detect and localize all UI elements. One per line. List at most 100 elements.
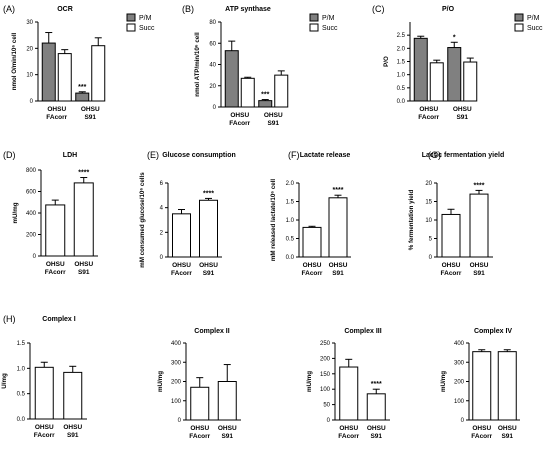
bar xyxy=(57,53,72,102)
y-tick-label: 0 xyxy=(429,255,433,261)
bar xyxy=(45,204,66,257)
y-tick-label: 15 xyxy=(425,200,432,206)
bar xyxy=(447,47,462,102)
legend-swatch xyxy=(514,23,524,32)
legend-swatch xyxy=(309,23,319,32)
bar xyxy=(75,92,90,102)
y-axis-label: mM consumed glucose/10⁶ cells xyxy=(139,172,146,268)
bar xyxy=(190,386,210,421)
category-label-line1: OHSU xyxy=(329,262,348,269)
category-label-line1: OHSU xyxy=(81,106,100,113)
bar xyxy=(472,351,492,421)
y-tick-label: 300 xyxy=(454,360,465,366)
category-label-line1: OHSU xyxy=(35,424,54,431)
category-label-line1: OHSU xyxy=(199,262,218,269)
chart-panel-7: (G)Lactic fermentation yield 0 5 10 15 20 % fe… xyxy=(408,150,504,277)
y-tick-label: 0.0 xyxy=(397,99,406,105)
y-tick-label: 0 xyxy=(461,418,465,424)
y-tick-label: 150 xyxy=(320,372,331,378)
category-label-line2: FAcorr xyxy=(34,432,55,439)
category-label-line1: OHSU xyxy=(264,112,283,119)
y-tick-label: 10 xyxy=(425,218,432,224)
chart-title: Lactate release xyxy=(300,152,351,159)
chart-title: Complex III xyxy=(344,328,381,335)
bar xyxy=(224,50,239,108)
chart-panel-6: (F) Lactate release 0.0 0.5 1.0 1.5 2.0 mM rele… xyxy=(270,150,351,277)
y-tick-label: 400 xyxy=(454,341,465,347)
category-label-line2: S91 xyxy=(501,433,513,440)
bar xyxy=(258,100,273,108)
category-label-line1: OHSU xyxy=(498,425,517,432)
category-label-line1: OHSU xyxy=(190,425,209,432)
panel-label: (A) xyxy=(3,4,15,14)
category-label-line2: FAcorr xyxy=(46,114,67,121)
category-label-line1: OHSU xyxy=(470,262,489,269)
panel-label: (E) xyxy=(147,150,159,160)
chart-panel-4: (D) LDH0200400600800mU/mgOHSUFAcorrOHSUS9… xyxy=(3,150,98,276)
category-label-line2: FAcorr xyxy=(418,114,439,121)
y-axis-label: % fermentation yield xyxy=(408,190,415,251)
panel-label: (B) xyxy=(182,4,194,14)
y-tick-label: 0.5 xyxy=(286,237,295,243)
legend-label: P/M xyxy=(322,15,335,22)
category-label-line1: OHSU xyxy=(367,425,386,432)
chart-panel-2: (B) ATP synthase 0 20 40 60 80 nmol ATP/min/10⁶… xyxy=(182,4,338,127)
y-axis-label: mU/mg xyxy=(157,371,164,392)
legend-label: Succ xyxy=(139,25,155,32)
significance-mark: **** xyxy=(474,182,485,189)
category-label-line2: S91 xyxy=(78,269,90,276)
chart-title: LDH xyxy=(63,152,77,159)
category-label-line1: OHSU xyxy=(453,106,472,113)
bar xyxy=(328,197,348,258)
category-label-line2: FAcorr xyxy=(338,433,359,440)
legend-swatch xyxy=(514,13,524,22)
y-tick-label: 400 xyxy=(171,341,182,347)
category-label-line2: S91 xyxy=(456,114,468,121)
category-label-line2: S91 xyxy=(370,433,382,440)
category-label-line2: FAcorr xyxy=(471,433,492,440)
y-tick-label: 0.5 xyxy=(397,86,406,92)
y-tick-label: 0 xyxy=(160,255,164,261)
category-label-line1: OHSU xyxy=(46,261,65,268)
y-axis-label: nmol ATP/min/10⁶ cell xyxy=(194,32,201,97)
y-tick-label: 100 xyxy=(454,399,465,405)
y-tick-label: 20 xyxy=(26,46,33,52)
category-label-line2: S91 xyxy=(332,270,344,277)
chart-title: OCR xyxy=(57,6,73,13)
y-tick-label: 200 xyxy=(454,380,465,386)
category-label-line2: FAcorr xyxy=(171,270,192,277)
y-tick-label: 400 xyxy=(26,211,37,217)
category-label-line1: OHSU xyxy=(303,262,322,269)
category-label-line2: S91 xyxy=(221,433,233,440)
y-tick-label: 50 xyxy=(323,403,330,409)
panel-label: (C) xyxy=(372,4,385,14)
y-tick-label: 0.0 xyxy=(17,417,26,423)
y-tick-label: 1.0 xyxy=(397,73,406,79)
y-tick-label: 80 xyxy=(209,20,216,26)
y-tick-label: 2.5 xyxy=(397,33,406,39)
panel-label: (F) xyxy=(288,150,300,160)
y-tick-label: 200 xyxy=(26,233,37,239)
y-axis-label: mU/mg xyxy=(440,371,447,392)
legend-swatch xyxy=(126,13,136,22)
significance-mark: **** xyxy=(203,190,214,197)
y-tick-label: 300 xyxy=(171,360,182,366)
y-tick-label: 20 xyxy=(209,84,216,90)
category-label-line1: OHSU xyxy=(172,262,191,269)
chart-panel-11: Complex IV0100200300400mU/mgOHSUFAcorrOH… xyxy=(440,328,520,440)
category-label-line2: S91 xyxy=(84,114,96,121)
category-label-line1: OHSU xyxy=(339,425,358,432)
chart-panel-10: Complex III050100150200250mU/mgOHSUFAcor… xyxy=(306,328,390,440)
y-tick-label: 0.5 xyxy=(17,392,26,398)
y-tick-label: 10 xyxy=(26,73,33,79)
chart-title: Complex IV xyxy=(474,328,512,335)
chart-title: Complex I xyxy=(42,316,76,323)
bar xyxy=(463,61,478,102)
significance-mark: **** xyxy=(333,187,344,194)
bar xyxy=(91,45,106,102)
y-tick-label: 1.5 xyxy=(17,341,26,347)
y-axis-label: U/mg xyxy=(1,373,8,389)
bar xyxy=(366,393,386,421)
